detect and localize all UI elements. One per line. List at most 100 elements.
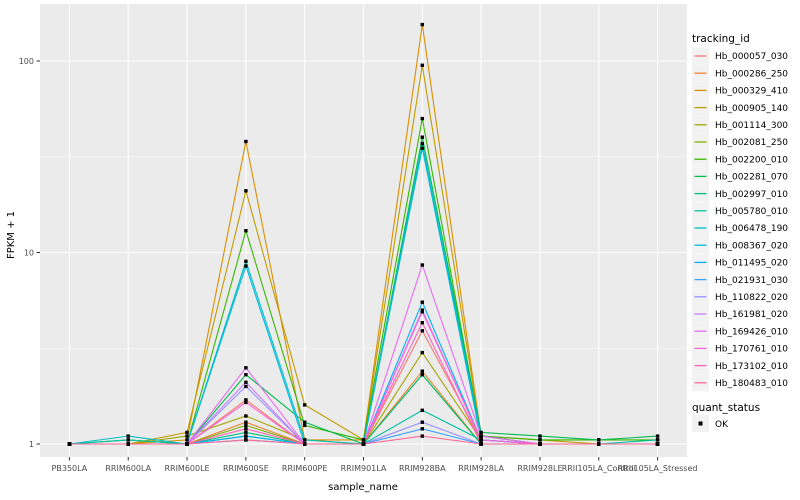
- x-tick-label: RRIM928LA: [458, 464, 504, 473]
- data-point: [126, 442, 130, 446]
- data-point: [361, 442, 366, 446]
- legend-entry-label: Hb_161981_020: [715, 310, 788, 320]
- legend-entry: Hb_002081_250: [692, 133, 788, 151]
- data-point: [597, 442, 601, 446]
- data-point: [244, 434, 248, 438]
- x-tick-label: RRIM600LE: [164, 464, 209, 473]
- data-point: [244, 259, 248, 263]
- legend-entry: Hb_008367_020: [692, 236, 788, 254]
- x-tick-label: RRIM600SE: [223, 464, 269, 473]
- x-axis-title: sample_name: [328, 482, 398, 493]
- data-point: [538, 438, 542, 442]
- data-point: [420, 116, 424, 121]
- data-point: [361, 438, 366, 442]
- legend-entry-label: Hb_169426_010: [715, 327, 788, 337]
- legend-entry-label: Hb_021931_030: [715, 276, 788, 286]
- legend-entry-label: Hb_001114_300: [715, 121, 788, 131]
- data-point: [420, 142, 424, 146]
- legend-entry: Hb_006478_190: [692, 219, 788, 237]
- data-point: [479, 442, 483, 446]
- data-point: [538, 442, 542, 446]
- legend-title-quant-status: quant_status: [692, 402, 760, 414]
- data-point: [655, 434, 660, 438]
- data-point: [244, 430, 248, 435]
- data-point: [420, 310, 424, 314]
- data-point: [244, 427, 248, 431]
- legend-entry: Hb_161981_020: [692, 305, 788, 323]
- series-points: [67, 22, 660, 446]
- data-point: [67, 442, 72, 446]
- data-point: [538, 434, 542, 438]
- data-point: [185, 434, 189, 438]
- data-point: [244, 139, 248, 144]
- y-tick-label: 10: [24, 248, 34, 257]
- legend-entry-label: Hb_002997_010: [715, 190, 788, 200]
- y-tick-label: 1: [29, 440, 34, 449]
- data-point: [244, 423, 248, 428]
- data-point: [420, 146, 424, 150]
- data-point: [126, 434, 130, 438]
- legend-entry: Hb_173102_010: [692, 357, 788, 375]
- data-point: [185, 430, 189, 435]
- legend-entry: Hb_180483_010: [692, 374, 788, 392]
- quant-ok-marker-icon: [698, 421, 703, 426]
- legend-entry: Hb_021931_030: [692, 271, 788, 289]
- data-point: [420, 263, 424, 267]
- legend-entry-label: Hb_011495_020: [715, 259, 788, 269]
- data-point: [420, 434, 424, 438]
- legend-entry-label: Hb_002281_070: [715, 173, 788, 183]
- x-tick-label: RRIM928LE: [517, 464, 562, 473]
- data-point: [244, 400, 248, 405]
- data-point: [303, 420, 307, 424]
- data-point: [420, 369, 424, 373]
- legend-entry-label: Hb_000057_030: [715, 52, 788, 62]
- legend-tracking-entries: Hb_000057_030 Hb_000286_250 Hb_000329_410 H…: [692, 47, 788, 392]
- legend-entry: Hb_011495_020: [692, 253, 788, 271]
- data-point: [597, 438, 601, 442]
- legend-entry-label: Hb_008367_020: [715, 241, 788, 251]
- x-tick-label: RRIM600PE: [282, 464, 328, 473]
- legend-entry: Hb_002997_010: [692, 185, 788, 203]
- data-point: [479, 438, 483, 442]
- legend-entry-label: Hb_006478_190: [715, 224, 788, 234]
- data-point: [479, 434, 483, 438]
- data-point: [244, 229, 248, 233]
- legend-entry: Hb_002200_010: [692, 150, 788, 168]
- x-tick-label: RRIM901LA: [341, 464, 387, 473]
- data-point: [420, 22, 424, 27]
- data-point: [479, 430, 483, 435]
- data-point: [126, 438, 130, 442]
- legend-entry-label: Hb_005780_010: [715, 207, 788, 217]
- legend-entry: Hb_002281_070: [692, 167, 788, 185]
- data-point: [244, 373, 248, 377]
- legend-entry-label: Hb_110822_020: [715, 293, 788, 303]
- x-tick-label: RRIM928BA: [399, 464, 446, 473]
- legend-quant-entry: OK: [692, 415, 729, 432]
- data-point: [420, 427, 424, 431]
- data-point: [655, 442, 660, 446]
- x-tick-label: RRII105LA_Stressed: [618, 464, 698, 473]
- legend-title-tracking-id: tracking_id: [692, 33, 750, 45]
- data-point: [244, 398, 248, 402]
- data-point: [244, 438, 248, 442]
- legend-entry-label: Hb_000905_140: [715, 104, 788, 114]
- data-point: [244, 189, 248, 193]
- data-point: [244, 414, 248, 418]
- data-point: [420, 373, 424, 377]
- data-point: [420, 329, 424, 333]
- legend-entry: Hb_000286_250: [692, 64, 788, 82]
- data-point: [303, 403, 307, 407]
- data-point: [420, 321, 424, 325]
- data-point: [420, 63, 424, 67]
- y-tick-label: 100: [19, 57, 34, 66]
- data-point: [303, 423, 307, 428]
- legend-entry-label: Hb_002081_250: [715, 138, 788, 148]
- data-point: [303, 442, 307, 446]
- x-tick-label: RRII105LA_Control: [562, 464, 636, 473]
- data-point: [244, 384, 248, 389]
- data-point: [420, 420, 424, 424]
- data-point: [655, 438, 660, 442]
- legend-quant-label: OK: [715, 420, 729, 430]
- data-point: [420, 300, 424, 304]
